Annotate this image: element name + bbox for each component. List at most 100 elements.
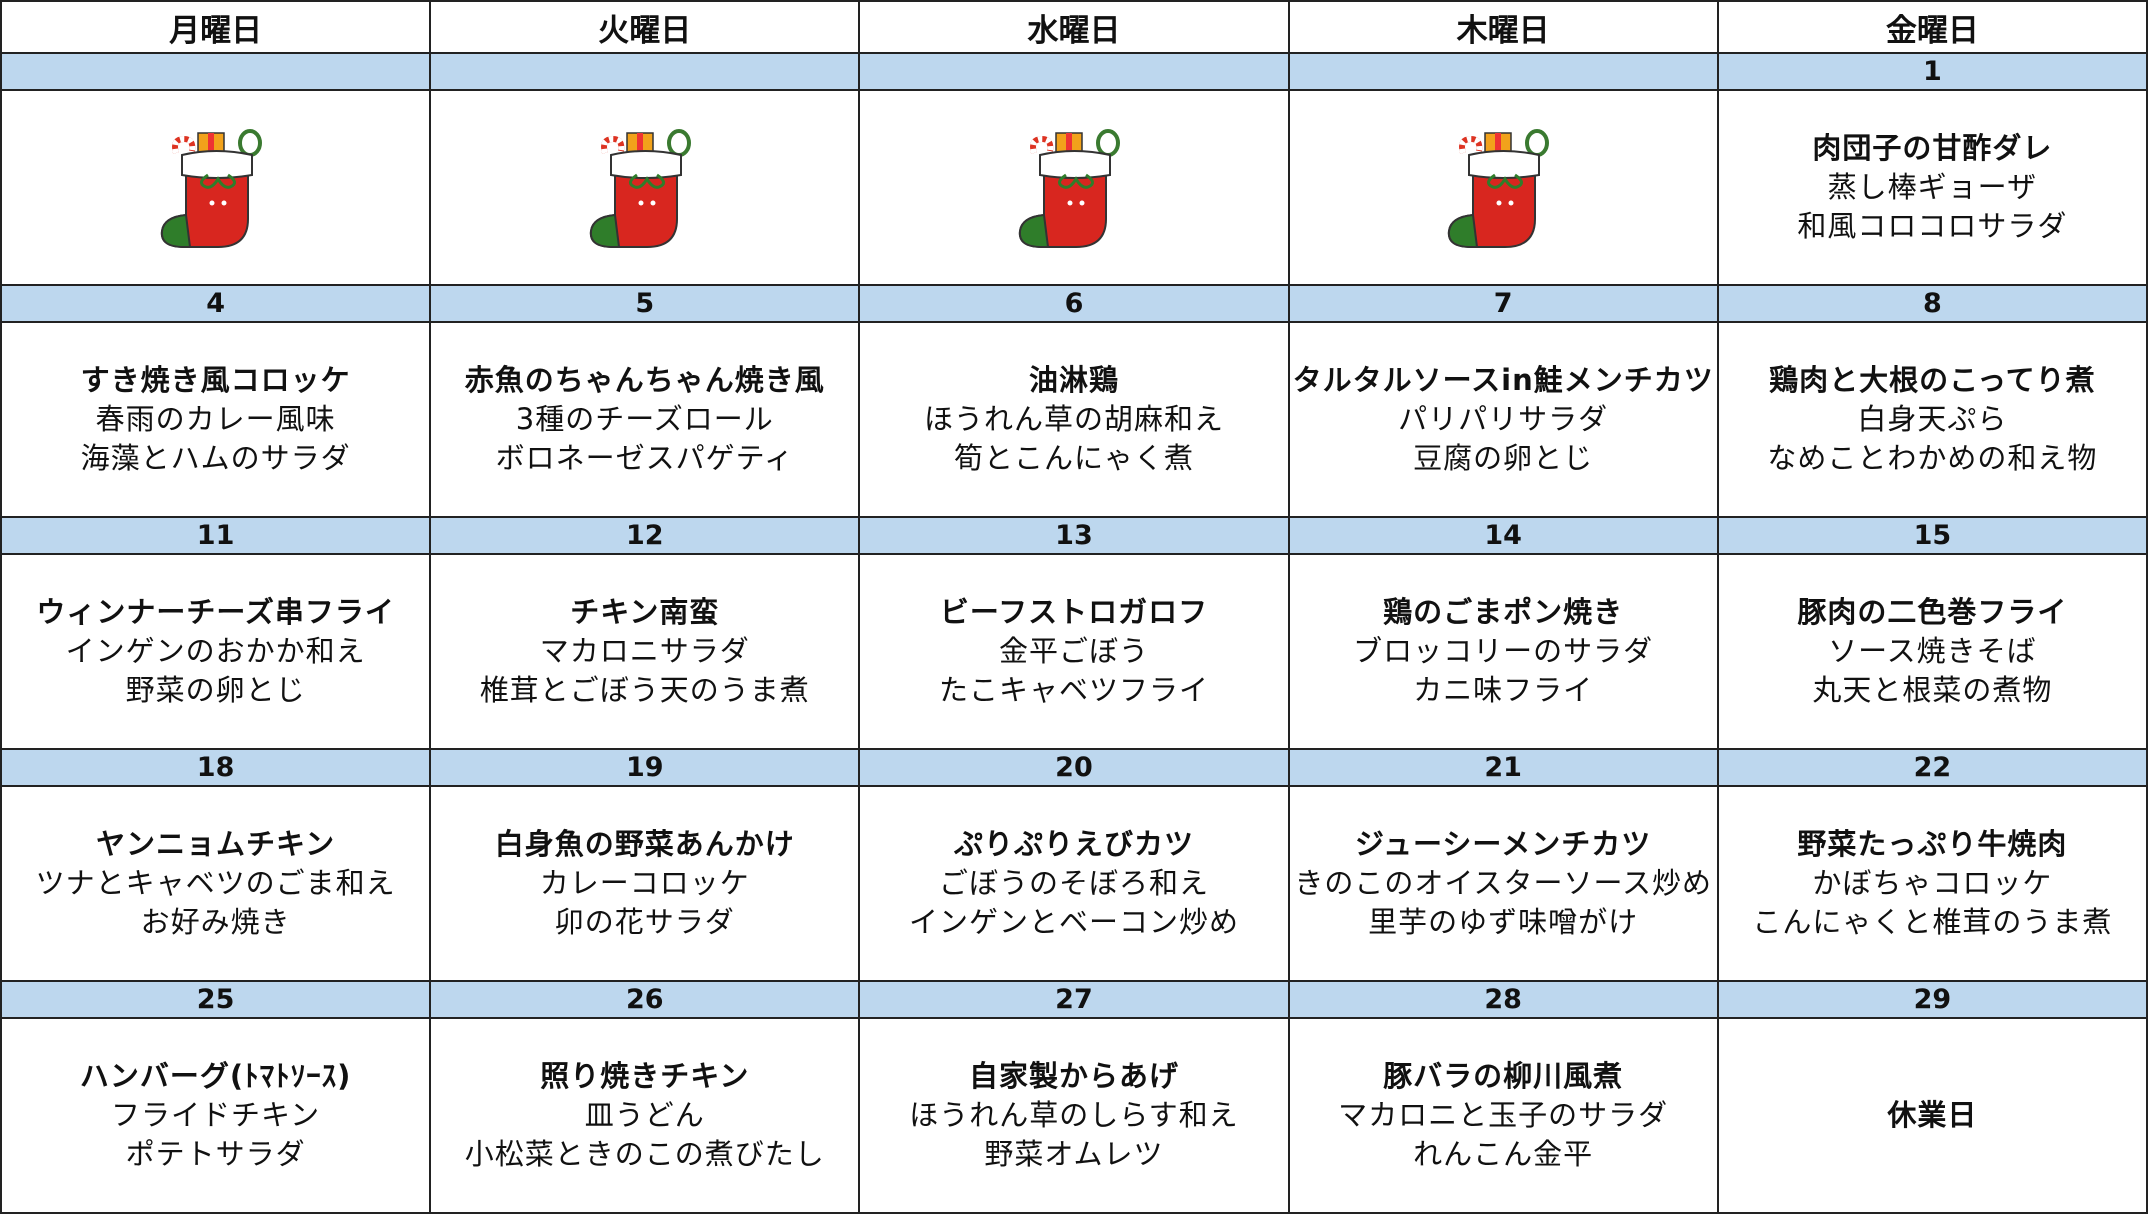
menu-cell [0,89,432,286]
side-dish: ツナとキャベツのごま和え [35,866,396,900]
side-dish: 海藻とハムのサラダ [80,441,351,475]
date-cell: 22 [1716,748,2148,787]
menu-cell: 休業日 [1716,1017,2148,1214]
date-row: 11 12 13 14 15 [0,516,2148,555]
date-cell: 18 [0,748,432,787]
weekday: 金曜日 [1716,0,2148,54]
stocking-icon [1443,123,1563,253]
weekday: 月曜日 [0,0,432,54]
main-dish: 白身魚の野菜あんかけ [494,827,795,861]
menu-row: ヤンニョムチキン ツナとキャベツのごま和え お好み焼き 白身魚の野菜あんかけ カレーコロ… [0,785,2148,982]
side-dish: なめことわかめの和え物 [1767,441,2098,475]
main-dish: ウィンナーチーズ串フライ [36,595,395,629]
date-cell [0,52,432,91]
date-cell: 27 [858,980,1290,1019]
side-dish: フライドチキン [111,1098,321,1132]
menu-cell: ぷりぷりえびカツ ごぼうのそぼろ和え インゲンとベーコン炒め [858,785,1290,982]
menu-cell: ジューシーメンチカツ きのこのオイスターソース炒め 里芋のゆず味噌がけ [1287,785,1719,982]
side-dish: 蒸し棒ギョーザ [1827,170,2038,204]
date-cell: 20 [858,748,1290,787]
side-dish: 白身天ぷら [1857,402,2008,436]
menu-row: すき焼き風コロッケ 春雨のカレー風味 海藻とハムのサラダ 赤魚のちゃんちゃん焼き風 3種… [0,321,2148,518]
menu-row: ウィンナーチーズ串フライ インゲンのおかか和え 野菜の卵とじ チキン南蛮マカロニサラダ… [0,553,2148,750]
side-dish: ソース焼きそば [1828,634,2037,668]
date-cell: 14 [1287,516,1719,555]
date-cell: 25 [0,980,432,1019]
side-dish: インゲンとベーコン炒め [908,905,1239,939]
stocking-icon [585,123,705,253]
side-dish: マカロニと玉子のサラダ [1338,1098,1669,1132]
side-dish: 3種のチーズロール [515,402,774,436]
main-dish: ハンバーグ(ﾄﾏﾄｿｰｽ) [79,1059,352,1093]
date-cell [858,52,1290,91]
side-dish: ボロネーゼスパゲティ [495,441,794,475]
side-dish: インゲンのおかか和え [65,634,366,668]
side-dish: かぼちゃコロッケ [1812,866,2053,900]
main-dish: 豚バラの柳川風煮 [1383,1059,1624,1093]
menu-cell: 豚バラの柳川風煮 マカロニと玉子のサラダ れんこん金平 [1287,1017,1719,1214]
weekday: 木曜日 [1287,0,1719,54]
calendar-body: 1 肉団子の甘酢ダレ 蒸し棒ギョーザ 和風コロコロサラダ 4 5 6 7 8 すき焼き風コロッケ春… [0,52,2148,1214]
side-dish: 野菜オムレツ [984,1137,1164,1171]
main-dish: すき焼き風コロッケ [80,363,351,397]
menu-cell: 白身魚の野菜あんかけ カレーコロッケ 卯の花サラダ [429,785,861,982]
side-dish: たこキャベツフライ [938,673,1209,707]
main-dish: ヤンニョムチキン [96,827,336,861]
menu-cell: 自家製からあげ ほうれん草のしらす和え 野菜オムレツ [858,1017,1290,1214]
menu-cell: タルタルソースin鮭メンチカツ パリパリサラダ 豆腐の卵とじ [1287,321,1719,518]
side-dish: カニ味フライ [1413,673,1594,707]
date-row: 25 26 27 28 29 [0,980,2148,1019]
date-cell: 4 [0,284,432,323]
side-dish: 春雨のカレー風味 [95,402,336,436]
menu-cell [1287,89,1719,286]
main-dish: 照り焼きチキン [540,1059,750,1093]
stocking-icon [1014,123,1134,253]
menu-row: ハンバーグ(ﾄﾏﾄｿｰｽ) フライドチキン ポテトサラダ 照り焼きチキン 皿うどん 小松菜… [0,1017,2148,1214]
side-dish: ポテトサラダ [125,1137,306,1171]
side-dish: 豆腐の卵とじ [1413,441,1594,475]
main-dish: ジューシーメンチカツ [1355,827,1652,861]
date-row: 18 19 20 21 22 [0,748,2148,787]
side-dish: 和風コロコロサラダ [1797,209,2068,243]
date-cell: 7 [1287,284,1719,323]
date-cell: 6 [858,284,1290,323]
side-dish: カレーコロッケ [539,866,750,900]
menu-cell: 赤魚のちゃんちゃん焼き風 3種のチーズロール ボロネーゼスパゲティ [429,321,861,518]
main-dish: 鶏のごまポン焼き [1383,595,1624,629]
date-cell: 8 [1716,284,2148,323]
main-dish: 赤魚のちゃんちゃん焼き風 [464,363,825,397]
menu-cell: 豚肉の二色巻フライ ソース焼きそば 丸天と根菜の煮物 [1716,553,2148,750]
date-cell: 12 [429,516,861,555]
main-dish: 鶏肉と大根のこってり煮 [1769,363,2096,397]
menu-cell: ヤンニョムチキンツナとキャベツのごま和え お好み焼き [0,785,432,982]
side-dish: ごぼうのそぼろ和え [938,866,1209,900]
menu-cell: ウィンナーチーズ串フライ インゲンのおかか和え 野菜の卵とじ [0,553,432,750]
side-dish: マカロニサラダ [539,634,750,668]
menu-cell [858,89,1290,286]
side-dish: 金平ごぼう [998,634,1149,668]
main-dish: チキン南蛮 [570,595,720,629]
main-dish: ビーフストロガロフ [939,595,1209,629]
date-cell [1287,52,1719,91]
menu-cell: すき焼き風コロッケ 春雨のカレー風味 海藻とハムのサラダ [0,321,432,518]
date-cell: 19 [429,748,861,787]
menu-cell: ハンバーグ(ﾄﾏﾄｿｰｽ) フライドチキン ポテトサラダ [0,1017,432,1214]
date-cell: 1 [1716,52,2148,91]
date-cell [429,52,861,91]
side-dish: 丸天と根菜の煮物 [1812,673,2053,707]
main-dish: 休業日 [1887,1098,1978,1132]
date-cell: 15 [1716,516,2148,555]
date-cell: 11 [0,516,432,555]
side-dish: 椎茸とごぼう天のうま煮 [479,673,810,707]
menu-cell: 野菜たっぷり牛焼肉 かぼちゃコロッケ こんにゃくと椎茸のうま煮 [1716,785,2148,982]
date-cell: 13 [858,516,1290,555]
menu-cell: 鶏のごまポン焼き ブロッコリーのサラダ カニ味フライ [1287,553,1719,750]
side-dish: お好み焼き [140,905,291,939]
date-cell: 5 [429,284,861,323]
menu-cell: 肉団子の甘酢ダレ 蒸し棒ギョーザ 和風コロコロサラダ [1716,89,2148,286]
side-dish: 野菜の卵とじ [125,673,306,707]
main-dish: 油淋鶏 [1028,363,1119,397]
side-dish: ほうれん草の胡麻和え [923,402,1224,436]
